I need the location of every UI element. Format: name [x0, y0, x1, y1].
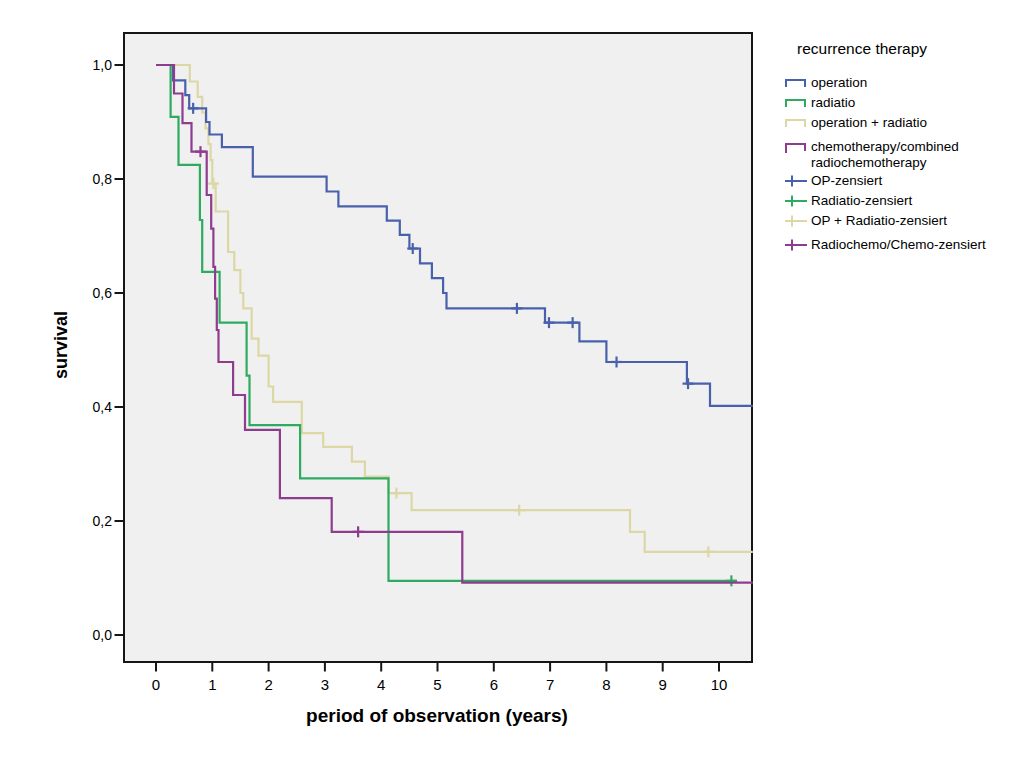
legend-item-label: chemotherapy/combined radiochemotherapy [811, 137, 1022, 171]
y-tick-label: 1,0 [70, 55, 112, 75]
legend-item-op-radiatio-zensiert: OP + Radiatio-zensiert [784, 211, 1022, 231]
legend-censor-icon-radiochemo [784, 235, 811, 257]
x-tick-label: 10 [697, 675, 741, 695]
y-axis-title: survival [51, 311, 72, 379]
legend-item-label: Radiatio-zensiert [811, 191, 912, 211]
legend-censor-icon-radiatio [784, 191, 811, 213]
x-tick-label: 9 [641, 675, 685, 695]
legend-item-radiatio-zensiert: Radiatio-zensiert [784, 191, 1022, 211]
y-tick-label: 0,0 [70, 625, 112, 645]
legend-item-label: operation [811, 73, 867, 93]
x-tick-label: 6 [472, 675, 516, 695]
y-tick-label: 0,6 [70, 283, 112, 303]
x-tick-label: 8 [584, 675, 628, 695]
y-tick-label: 0,2 [70, 511, 112, 531]
x-axis-title: period of observation (years) [306, 705, 568, 727]
legend-step-icon-operation-radiatio [784, 113, 811, 135]
legend-item-label: operation + radiatio [811, 113, 927, 133]
legend-censor-icon-op-radiatio [784, 211, 811, 233]
legend-item-label: OP + Radiatio-zensiert [811, 211, 947, 231]
legend-item-op-zensiert: OP-zensiert [784, 171, 1022, 191]
x-tick-label: 2 [247, 675, 291, 695]
legend-item-label: OP-zensiert [811, 171, 882, 191]
legend-item-label: Radiochemo/Chemo-zensiert [811, 235, 986, 253]
x-tick-label: 0 [134, 675, 178, 695]
legend: recurrence therapy operation radiatio op… [784, 40, 1022, 269]
y-tick-label: 0,4 [70, 397, 112, 417]
x-tick-label: 5 [416, 675, 460, 695]
legend-censor-icon-op [784, 171, 811, 193]
legend-item-label: radiatio [811, 93, 855, 113]
legend-step-icon-operation [784, 73, 811, 95]
legend-step-icon-chemotherapy [784, 137, 811, 159]
legend-title: recurrence therapy [797, 40, 1022, 58]
km-survival-chart: survival period of observation (years) r… [0, 0, 1024, 768]
x-tick-label: 3 [303, 675, 347, 695]
legend-item-chemotherapy: chemotherapy/combined radiochemotherapy [784, 137, 1022, 171]
legend-item-operation: operation [784, 73, 1022, 93]
legend-step-icon-radiatio [784, 93, 811, 115]
x-tick-label: 7 [528, 675, 572, 695]
legend-item-radiatio: radiatio [784, 93, 1022, 113]
legend-item-radiochemo-zensiert: Radiochemo/Chemo-zensiert [784, 235, 1022, 269]
x-tick-label: 4 [359, 675, 403, 695]
y-tick-label: 0,8 [70, 169, 112, 189]
x-tick-label: 1 [190, 675, 234, 695]
legend-item-operation-radiatio: operation + radiatio [784, 113, 1022, 133]
plot-area [123, 32, 753, 663]
